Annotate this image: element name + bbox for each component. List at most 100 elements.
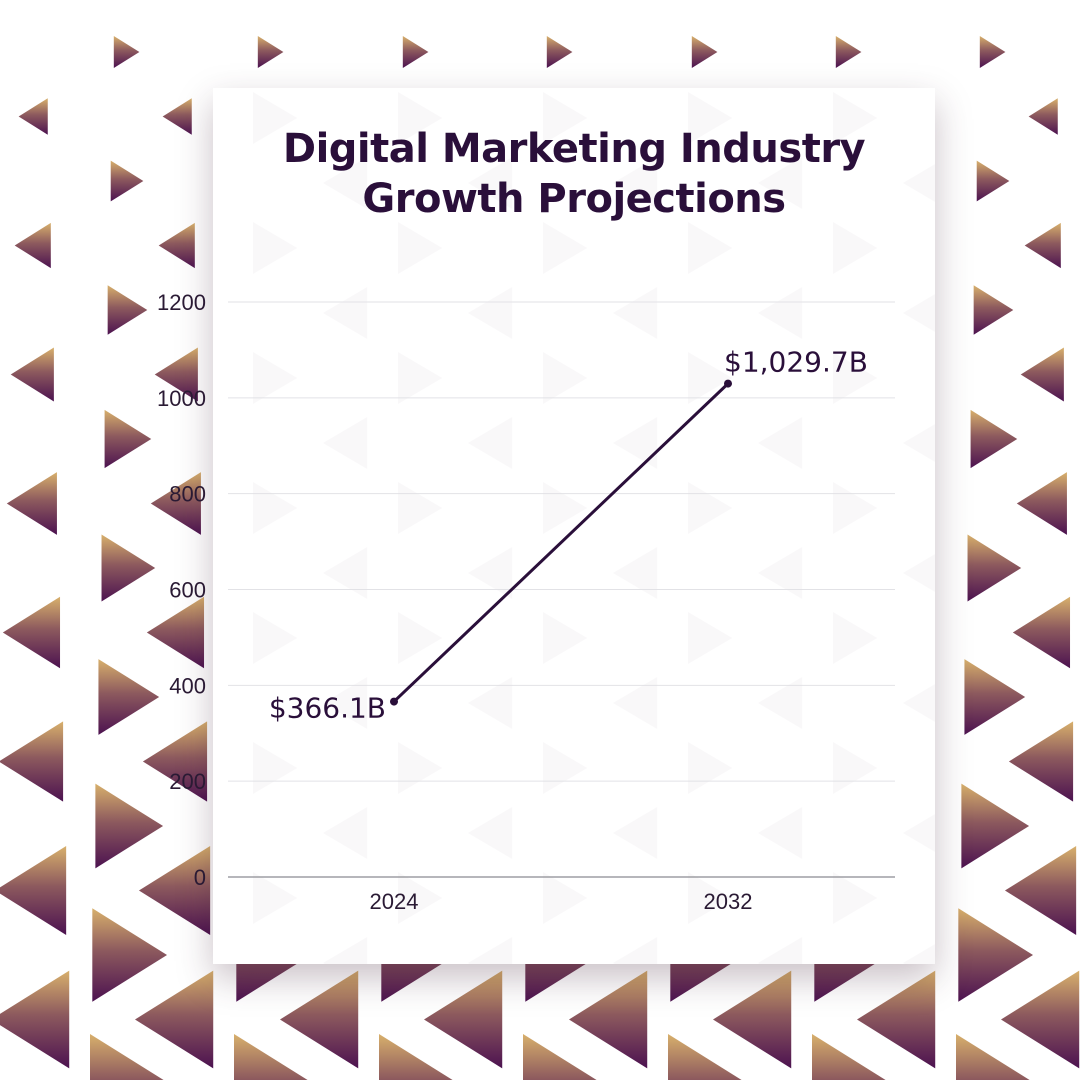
card-faint-triangle [903,424,935,462]
card-faint-triangle [613,677,658,729]
card-faint-triangle [253,92,298,144]
background-triangle [150,472,201,535]
chart-title-line-2: Growth Projections [362,176,786,222]
background-triangle [142,721,208,802]
card-faint-triangle [323,807,368,859]
card-faint-triangle [688,872,733,924]
background-triangle [402,36,429,68]
background-triangle [958,908,1034,1002]
chart-title-line-1: Digital Marketing Industry [282,126,866,172]
background-triangle [712,970,792,1069]
card-faint-triangle [833,872,878,924]
card-faint-triangle [613,547,658,599]
card-faint-triangle [833,612,878,664]
card-faint-triangle [613,807,658,859]
x-tick-label: 2032 [704,889,753,914]
y-tick-label: 400 [169,673,206,698]
card-faint-triangle [323,937,368,964]
background-triangle [0,845,67,936]
background-triangle [812,1034,886,1080]
card-faint-triangle [468,417,513,469]
background-triangle [523,1034,597,1080]
card-faint-triangle [253,222,298,274]
background-triangle [976,160,1010,202]
background-triangle [1000,970,1080,1069]
background-triangle [104,409,152,469]
card-faint-triangle [468,287,513,339]
background-triangle [234,1034,308,1080]
background-triangle [970,409,1018,469]
data-label: $366.1B [269,692,386,725]
background-triangle [18,98,48,135]
card-faint-triangle [613,287,658,339]
card-faint-triangle [758,937,803,964]
background-triangle [92,908,168,1002]
x-axis-ticks: 2024 2032 [370,889,753,914]
background-triangle [1020,347,1064,402]
background-triangle [423,970,503,1069]
background-triangle [2,596,61,669]
background-triangle [95,783,164,869]
card-faint-triangle [543,872,588,924]
card-faint-triangle [398,872,443,924]
card-faint-triangle [543,222,588,274]
card-faint-triangle [468,807,513,859]
background-triangle [90,1034,164,1080]
background-triangle [10,347,54,402]
background-triangle [134,970,214,1069]
card-faint-triangle [688,352,733,404]
card-faint-triangle [323,157,368,209]
card-faint-triangle [758,287,803,339]
card-faint-triangle [398,482,443,534]
background-triangle [1012,596,1071,669]
y-tick-label: 200 [169,769,206,794]
card-faint-triangle [833,222,878,274]
card-faint-triangle [903,684,935,722]
card-faint-triangle [253,482,298,534]
card-faint-triangle [398,222,443,274]
card-faint-triangle [903,164,935,202]
chart-card: Digital Marketing Industry Growth Projec… [213,88,935,964]
card-faint-triangle [833,482,878,534]
card-faint-triangle [543,612,588,664]
card-faint-triangle [613,417,658,469]
background-triangle [1008,721,1074,802]
card-faint-triangle [758,157,803,209]
background-triangle [856,970,936,1069]
card-faint-triangle [543,92,588,144]
gridlines [228,301,895,878]
data-point [724,379,732,388]
card-faint-triangle [398,612,443,664]
background-triangle [279,970,359,1069]
y-tick-label: 1000 [157,386,206,411]
y-tick-label: 800 [169,482,206,507]
card-faint-triangle [903,944,935,964]
card-faint-triangle [758,417,803,469]
background-triangle [1024,222,1061,269]
card-faint-triangle [323,417,368,469]
card-faint-triangle [903,554,935,592]
background-triangle [973,285,1014,335]
card-faint-triangle [688,222,733,274]
card-faint-triangle [323,677,368,729]
card-faint-triangle [398,92,443,144]
data-label: $1,029.7B [724,346,868,379]
background-triangle [964,659,1026,735]
background-triangle [14,222,51,269]
card-faint-triangle [468,157,513,209]
background-triangle [257,36,284,68]
background-triangle [0,970,70,1069]
background-triangle [110,160,144,202]
background-triangle [154,347,198,402]
background-triangle [138,845,211,936]
card-faint-triangle [468,677,513,729]
card-faint-triangle [903,294,935,332]
card-faint-triangle [468,937,513,964]
background-triangle [6,472,57,535]
background-triangle [1016,472,1067,535]
chart-title: Digital Marketing Industry Growth Projec… [213,124,935,224]
card-faint-triangle [323,547,368,599]
background-triangle [967,534,1022,602]
background-triangle [98,659,160,735]
